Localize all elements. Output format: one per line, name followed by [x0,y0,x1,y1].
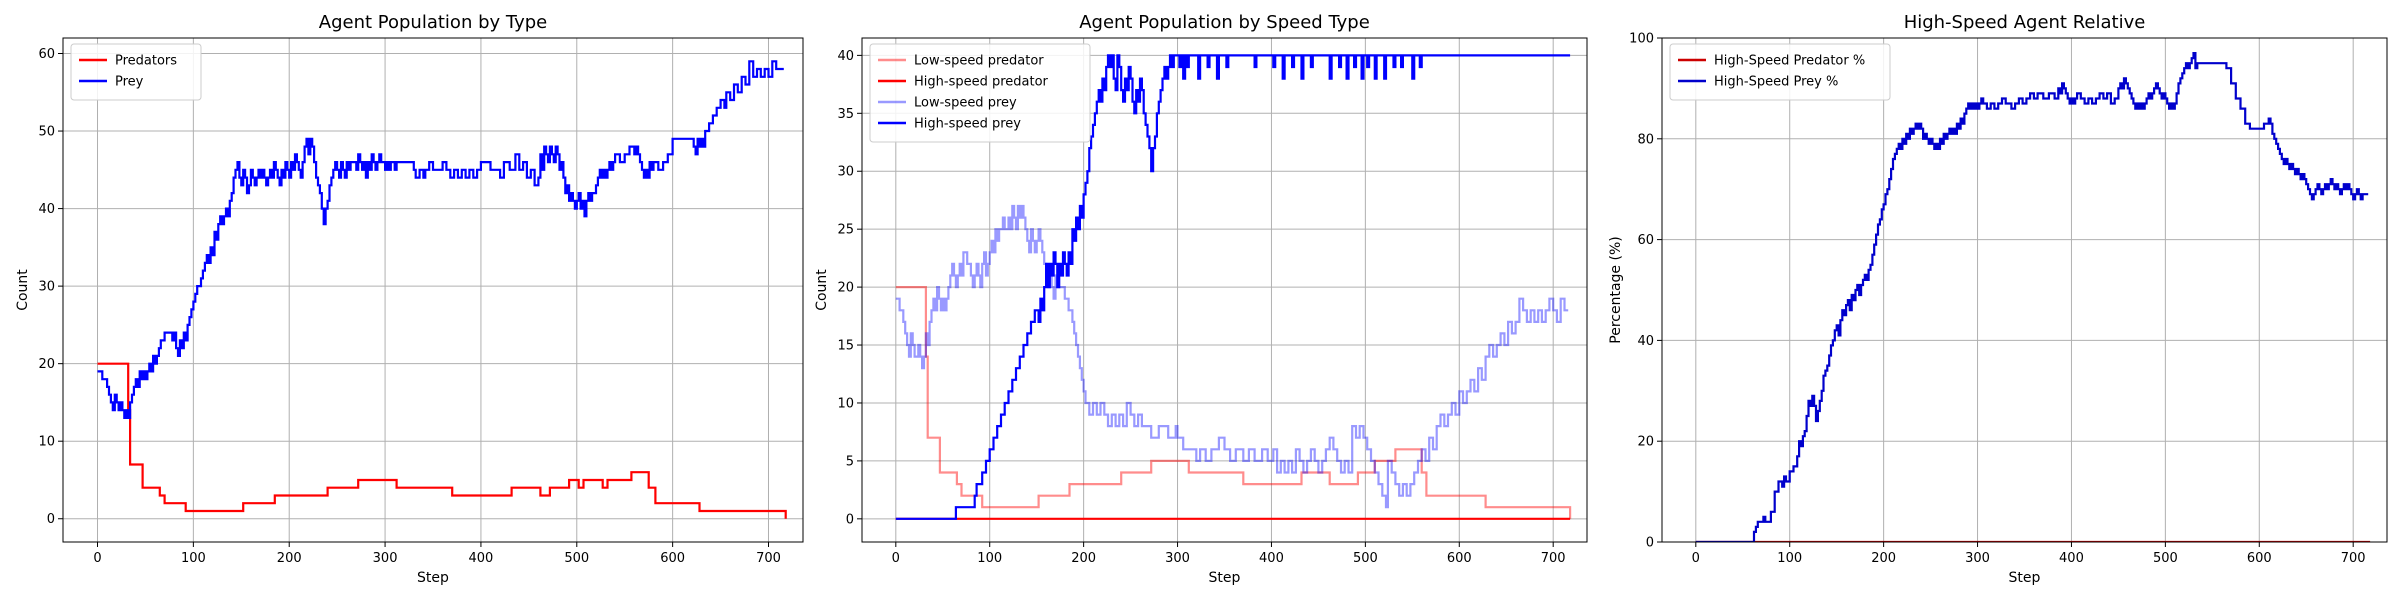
x-tick-label: 600 [1447,551,1472,566]
x-tick-label: 500 [1353,551,1378,566]
x-tick-label: 400 [1259,551,1284,566]
legend: Low-speed predator High-speed predator Low… [869,43,1091,143]
chart-title: Agent Population by Speed Type [1079,12,1370,33]
y-tick-label: 20 [38,357,55,372]
chart-agent-population-by-speed-type: 0 100 200 300 400 500 600 700 0 5 10 15 20 25 30 35 40 Ag… [814,12,1588,586]
y-tick-label: 40 [1637,334,1654,349]
x-tick-label: 700 [2341,551,2366,566]
y-tick-label: 40 [38,202,55,217]
x-tick-label: 500 [2153,551,2178,566]
y-tick-label: 10 [837,396,854,411]
y-tick-label: 80 [1637,132,1654,147]
y-tick-label: 50 [38,125,55,140]
y-tick-label: 60 [1637,233,1654,248]
x-tick-label: 300 [1165,551,1190,566]
y-axis-label: Count [814,269,830,311]
y-tick-label: 20 [1637,435,1654,450]
y-tick-label: 40 [837,49,854,64]
y-tick-label: 0 [1646,536,1654,551]
chart-title: High-Speed Agent Relative [1904,12,2146,33]
legend-label-high-speed-predator: High-speed predator [914,75,1049,90]
legend-label-low-speed-prey: Low-speed prey [914,96,1017,111]
x-tick-label: 200 [1071,551,1096,566]
x-axis-label: Step [417,570,449,586]
x-tick-label: 200 [277,551,302,566]
x-tick-label: 100 [977,551,1002,566]
chart-high-speed-agent-relative: 0 100 200 300 400 500 600 700 0 20 40 60 80 100 High-S… [1608,12,2388,586]
plot-frame [62,37,804,543]
y-tick-label: 15 [837,339,854,354]
x-tick-label: 600 [2247,551,2272,566]
legend-label-high-speed-prey: High-speed prey [914,117,1021,132]
chart-title: Agent Population by Type [319,12,547,33]
x-tick-label: 300 [373,551,398,566]
x-tick-label: 300 [1965,551,1990,566]
x-axis-label: Step [1209,570,1241,586]
x-tick-label: 0 [93,551,101,566]
x-tick-label: 100 [181,551,206,566]
y-axis-label: Percentage (%) [1608,236,1624,343]
plot-area [1695,52,2371,542]
x-tick-label: 700 [1541,551,1566,566]
y-tick-label: 100 [1629,32,1654,47]
y-tick-label: 20 [837,281,854,296]
y-tick-label: 25 [837,223,854,238]
plot-area [895,54,1572,520]
series-line-high-speed-prey [895,54,1571,520]
series-line-low-speed-predator [895,286,1572,519]
y-tick-label: 5 [846,454,854,469]
y-tick-label: 0 [846,512,854,527]
y-tick-label: 0 [47,512,55,527]
x-tick-label: 0 [892,551,900,566]
x-tick-label: 400 [469,551,494,566]
series-line-prey [97,60,784,419]
legend-label-high-speed-prey: High-Speed Prey % [1714,75,1838,90]
y-tick-label: 30 [837,165,854,180]
y-tick-label: 30 [38,280,55,295]
legend-label-prey: Prey [115,75,144,90]
x-tick-label: 0 [1692,551,1700,566]
y-axis-label: Count [15,269,31,311]
legend-label-predators: Predators [115,54,177,69]
series-line-low-speed-prey [895,204,1569,509]
chart-agent-population-by-type: 0 100 200 300 400 500 600 700 0 10 20 30 40 50 60 Agent… [15,12,804,586]
x-axis-label: Step [2009,570,2041,586]
legend-label-low-speed-predator: Low-speed predator [914,54,1044,69]
plot-area [97,60,787,519]
x-tick-label: 400 [2059,551,2084,566]
y-tick-label: 35 [837,107,854,122]
plot-frame [861,37,1588,543]
legend-label-high-speed-predator: High-Speed Predator % [1714,54,1865,69]
x-tick-label: 100 [1777,551,1802,566]
legend: High-Speed Predator % High-Speed Prey % [1669,43,1891,101]
y-tick-label: 10 [38,435,55,450]
x-tick-label: 600 [660,551,685,566]
legend: Predators Prey [70,43,202,101]
x-tick-label: 200 [1871,551,1896,566]
plot-frame [1661,37,2388,543]
y-tick-label: 60 [38,47,55,62]
series-line-predators [97,362,787,519]
x-tick-label: 700 [756,551,781,566]
series-line-high-speed-prey [1695,52,2369,542]
x-tick-label: 500 [564,551,589,566]
